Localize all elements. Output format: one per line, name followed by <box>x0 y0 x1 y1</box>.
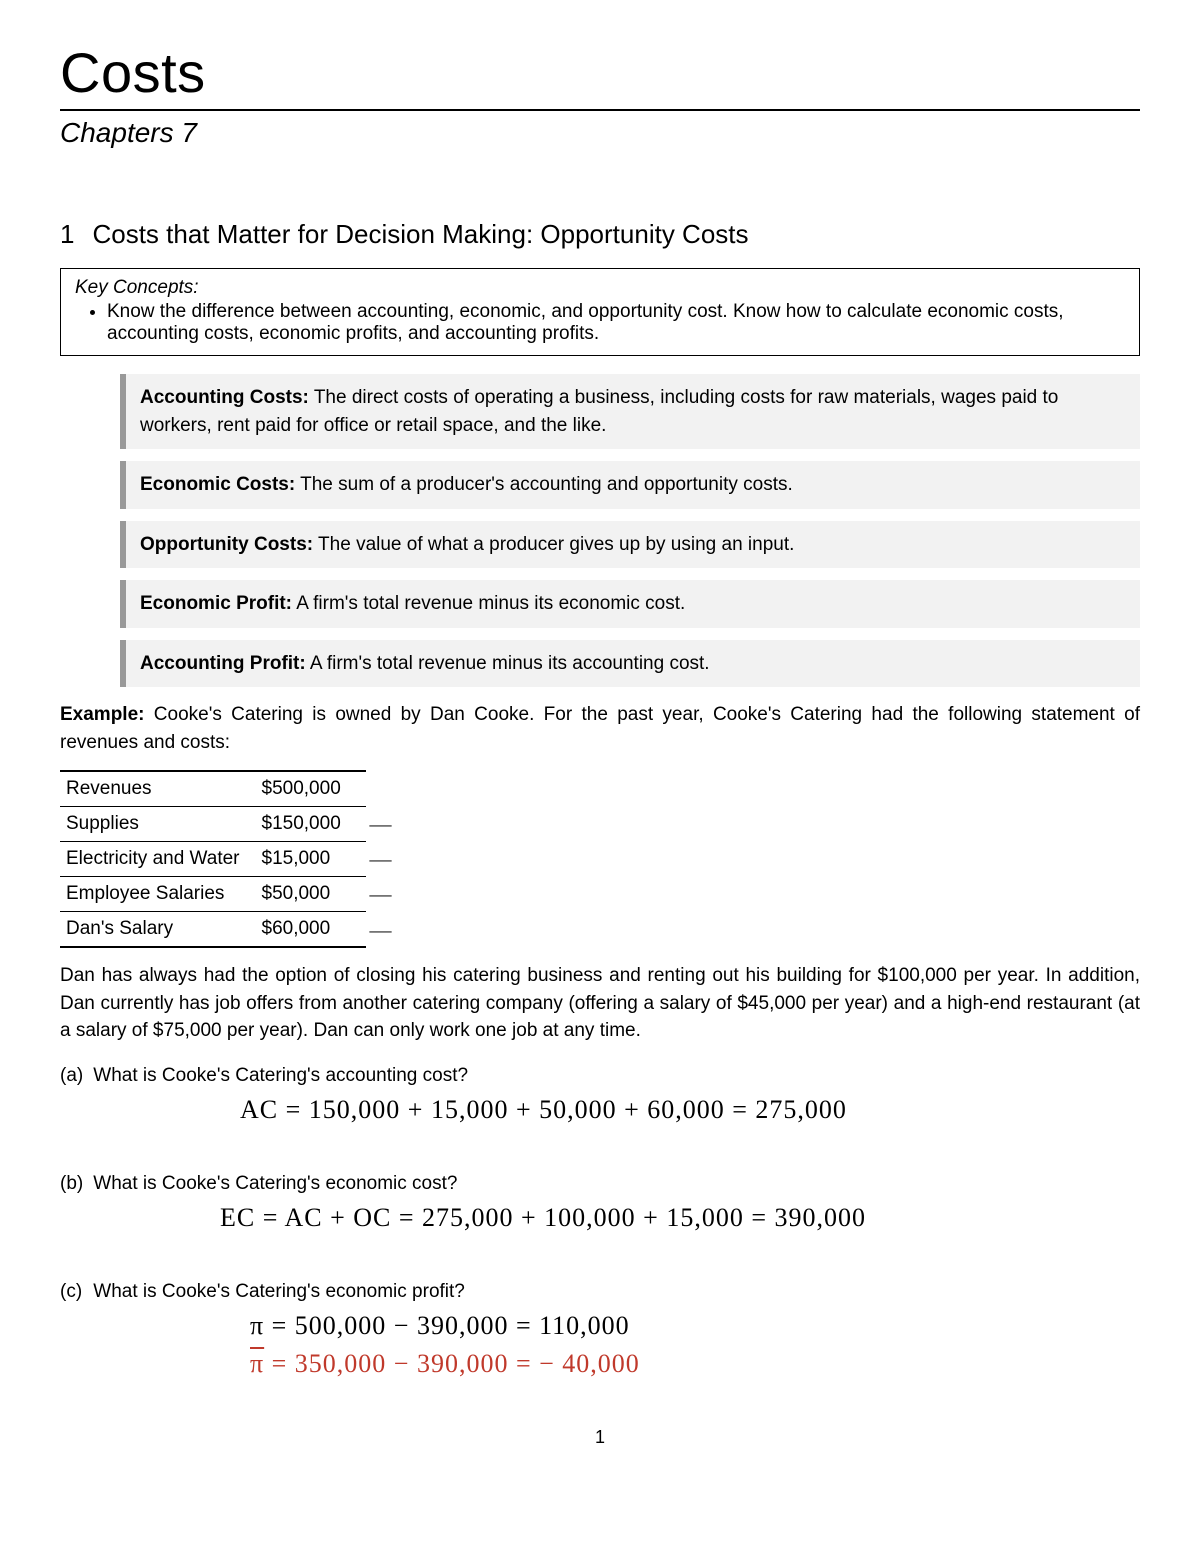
table-value: $500,000 <box>256 771 366 807</box>
definition-item: Economic Costs: The sum of a producer's … <box>120 461 1140 509</box>
table-row: Dan's Salary $60,000 — <box>60 912 408 948</box>
title-rule <box>60 109 1140 111</box>
definition-text: A firm's total revenue minus its economi… <box>292 593 685 614</box>
handwritten-eq: = 500,000 − 390,000 = 110,000 <box>264 1311 630 1340</box>
handwritten-work: AC = 150,000 + 15,000 + 50,000 + 60,000 … <box>60 1095 1140 1125</box>
table-value: $50,000 <box>256 877 366 912</box>
rev-cost-table: Revenues $500,000 Supplies $150,000 — El… <box>60 770 408 948</box>
question-label: (c) <box>60 1281 88 1303</box>
section-heading: 1 Costs that Matter for Decision Making: … <box>60 219 1140 250</box>
handwritten-work: EC = AC + OC = 275,000 + 100,000 + 15,00… <box>60 1203 1140 1233</box>
definition-item: Accounting Profit: A firm's total revenu… <box>120 640 1140 688</box>
definitions-list: Accounting Costs: The direct costs of op… <box>60 374 1140 687</box>
handwritten-work: π = 500,000 − 390,000 = 110,000 <box>60 1311 1140 1341</box>
table-label: Employee Salaries <box>60 877 256 912</box>
definition-item: Economic Profit: A firm's total revenue … <box>120 580 1140 628</box>
pi-symbol: π <box>250 1349 264 1378</box>
question-text: What is Cooke's Catering's economic prof… <box>93 1281 465 1302</box>
hand-mark <box>366 771 408 807</box>
chapters-subtitle: Chapters 7 <box>60 117 1140 149</box>
question-item: (c) What is Cooke's Catering's economic … <box>60 1281 1140 1379</box>
question-list: (a) What is Cooke's Catering's accountin… <box>60 1065 1140 1379</box>
example-context: Dan has always had the option of closing… <box>60 962 1140 1045</box>
question-label: (b) <box>60 1173 88 1195</box>
handwritten-eq: = 350,000 − 390,000 = − 40,000 <box>264 1349 640 1378</box>
definition-term: Accounting Profit: <box>140 653 306 674</box>
definition-text: The value of what a producer gives up by… <box>313 534 794 555</box>
key-concepts-title: Key Concepts: <box>75 277 199 298</box>
table-row: Supplies $150,000 — <box>60 807 408 842</box>
pi-symbol: π <box>250 1311 264 1340</box>
definition-item: Accounting Costs: The direct costs of op… <box>120 374 1140 449</box>
section-title: Costs that Matter for Decision Making: O… <box>92 219 748 249</box>
hand-mark: — <box>366 877 408 912</box>
handwritten-work-correction: π = 350,000 − 390,000 = − 40,000 <box>60 1349 1140 1379</box>
section-number: 1 <box>60 219 74 249</box>
question-text: What is Cooke's Catering's accounting co… <box>93 1065 468 1086</box>
example-lead: Example: <box>60 704 144 725</box>
key-concepts-list: Know the difference between accounting, … <box>75 301 1125 345</box>
question-text: What is Cooke's Catering's economic cost… <box>93 1173 457 1194</box>
table-value: $150,000 <box>256 807 366 842</box>
definition-term: Accounting Costs: <box>140 387 309 408</box>
doc-title: Costs <box>60 40 1140 105</box>
key-concepts-item: Know the difference between accounting, … <box>107 301 1125 345</box>
definition-term: Opportunity Costs: <box>140 534 313 555</box>
definition-term: Economic Profit: <box>140 593 292 614</box>
hand-mark: — <box>366 842 408 877</box>
hand-mark: — <box>366 912 408 948</box>
question-item: (b) What is Cooke's Catering's economic … <box>60 1173 1140 1233</box>
table-label: Dan's Salary <box>60 912 256 948</box>
example-intro: Example: Cooke's Catering is owned by Da… <box>60 701 1140 756</box>
table-row: Employee Salaries $50,000 — <box>60 877 408 912</box>
page-number: 1 <box>60 1427 1140 1448</box>
question-label: (a) <box>60 1065 88 1087</box>
example-intro-text: Cooke's Catering is owned by Dan Cooke. … <box>60 704 1140 753</box>
definition-term: Economic Costs: <box>140 474 295 495</box>
table-row: Revenues $500,000 <box>60 771 408 807</box>
table-label: Revenues <box>60 771 256 807</box>
definition-text: The sum of a producer's accounting and o… <box>295 474 793 495</box>
definition-text: A firm's total revenue minus its account… <box>306 653 710 674</box>
question-item: (a) What is Cooke's Catering's accountin… <box>60 1065 1140 1125</box>
key-concepts-box: Key Concepts: Know the difference betwee… <box>60 268 1140 356</box>
table-row: Electricity and Water $15,000 — <box>60 842 408 877</box>
definition-item: Opportunity Costs: The value of what a p… <box>120 521 1140 569</box>
table-label: Supplies <box>60 807 256 842</box>
table-value: $15,000 <box>256 842 366 877</box>
table-label: Electricity and Water <box>60 842 256 877</box>
document-page: Costs Chapters 7 1 Costs that Matter for … <box>0 0 1200 1488</box>
table-value: $60,000 <box>256 912 366 948</box>
hand-mark: — <box>366 807 408 842</box>
